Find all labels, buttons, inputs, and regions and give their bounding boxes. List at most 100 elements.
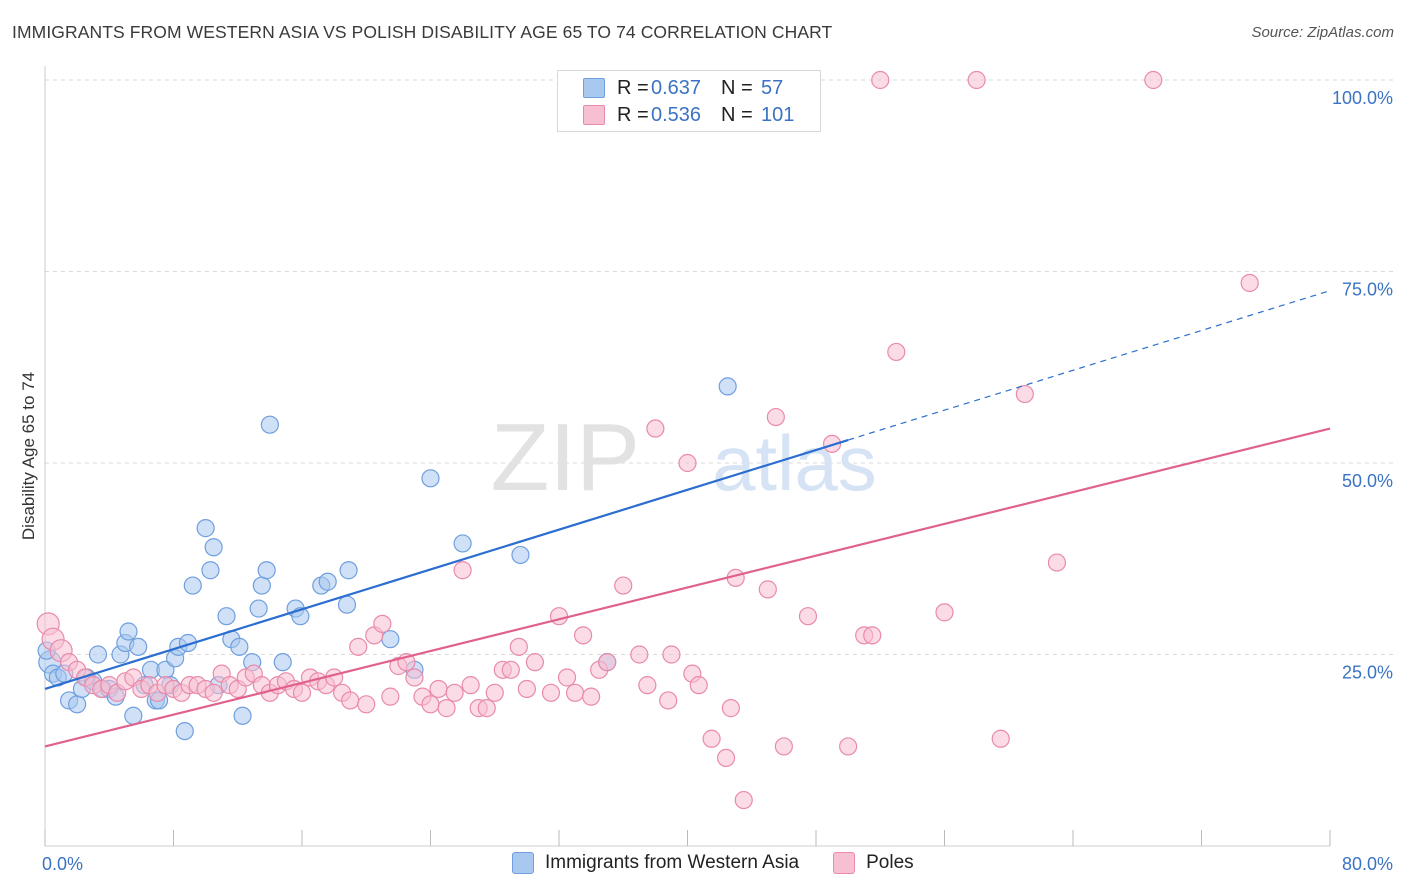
point-poles [638,676,657,695]
point-western-asia [217,607,236,626]
y-axis-label: Disability Age 65 to 74 [19,372,38,540]
chart-source: Source: ZipAtlas.com [1251,24,1394,41]
point-poles [509,637,528,656]
point-poles [453,561,472,580]
point-poles [702,729,721,748]
legend-swatch-pink [833,852,856,874]
axes [44,66,1331,847]
point-poles [437,699,456,718]
point-poles [541,683,561,702]
x-tick-label: 0.0% [42,854,83,874]
point-poles [357,695,376,714]
point-poles [1015,384,1034,404]
point-poles [485,683,504,702]
point-poles [863,626,882,645]
legend-row-western-asia: R = 0.637 N = 57 [558,75,783,101]
point-poles [991,729,1010,748]
trend-line-poles [44,427,1331,748]
point-poles [501,660,520,679]
point-western-asia [204,538,223,557]
legend-swatch-blue [512,852,534,874]
x-tick-label: 80.0% [1342,854,1393,874]
point-poles [598,653,617,672]
point-poles [734,790,753,810]
point-western-asia [339,561,358,580]
point-poles [758,580,777,599]
point-western-asia [337,595,357,614]
point-western-asia [257,561,276,580]
series-legend: Immigrants from Western Asia Poles [512,852,948,874]
point-western-asia [233,706,252,725]
tick-labels: 25.0% 50.0% 75.0% 100.0% 0.0% 80.0% [42,88,1393,874]
point-poles [429,679,448,699]
point-poles [573,626,593,645]
point-poles [678,453,697,473]
point-poles [341,691,360,710]
point-poles [204,683,223,702]
trend-line-western-asia-extension [847,290,1331,441]
point-western-asia [124,706,143,725]
point-poles [461,676,480,695]
point-poles [689,676,708,695]
point-poles [373,614,392,633]
trend-lines [44,290,1331,748]
legend-row-poles: R = 0.536 N = 101 [558,102,794,128]
point-poles [445,683,464,702]
legend-swatch-blue [583,78,605,98]
point-poles [935,603,954,622]
point-poles [477,699,496,718]
point-poles [405,668,424,687]
legend-n-label: N = [721,76,753,99]
legend-item-poles: Poles [833,852,914,874]
point-poles [967,70,986,90]
point-poles [659,691,678,710]
point-poles [1240,273,1259,293]
point-poles [582,687,601,706]
data-points [36,70,1259,810]
point-western-asia [453,534,472,553]
y-tick-label: 75.0% [1342,280,1393,300]
legend-item-western-asia: Immigrants from Western Asia [512,852,799,874]
point-western-asia [196,519,215,538]
point-poles [839,737,858,756]
point-poles [614,576,633,595]
correlation-legend: R = 0.637 N = 57 R = 0.536 N = 101 [557,70,821,132]
legend-n-label: N = [721,103,753,126]
legend-label-western-asia: Immigrants from Western Asia [545,852,800,873]
point-western-asia [88,645,108,664]
point-western-asia [511,545,530,565]
legend-n-value: 101 [761,103,795,126]
legend-swatch-pink [583,105,605,125]
point-poles [292,683,312,702]
point-western-asia [183,576,202,595]
point-poles [630,645,649,664]
point-poles [798,607,818,626]
point-poles [721,699,740,718]
point-western-asia [68,695,87,714]
point-poles [871,70,890,90]
point-western-asia [273,653,292,672]
point-poles [517,679,536,699]
y-tick-label: 50.0% [1342,471,1393,491]
point-poles [646,419,665,438]
watermark-atlas: atlas [712,419,877,507]
point-western-asia [718,377,737,396]
point-western-asia [129,637,148,656]
point-poles [766,407,785,427]
chart-title: IMMIGRANTS FROM WESTERN ASIA VS POLISH D… [12,22,833,42]
point-western-asia [260,415,279,434]
point-poles [774,737,793,756]
watermark: ZIP atlas [491,404,877,511]
point-poles [421,695,440,714]
legend-n-value: 57 [761,76,784,99]
point-western-asia [421,469,440,488]
trend-line-western-asia [44,438,849,691]
point-poles [549,607,569,626]
grid-lines [45,79,1395,655]
point-poles [349,637,368,656]
point-western-asia [175,721,194,741]
y-tick-label: 25.0% [1342,663,1393,683]
point-poles [662,645,681,664]
point-poles [716,748,736,768]
point-poles [1144,70,1163,90]
